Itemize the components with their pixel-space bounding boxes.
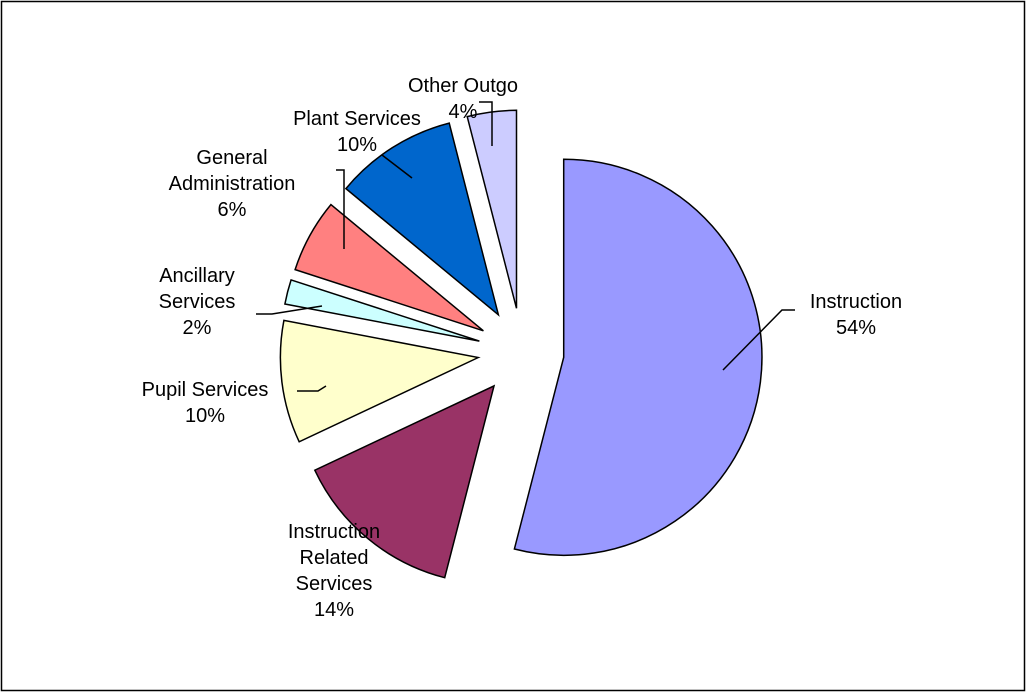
slice-label: Plant Services 10% [293, 108, 421, 156]
slice-label: Pupil Services 10% [142, 379, 269, 427]
slice-name-label: General [196, 147, 267, 169]
slice-name-label: Instruction [810, 291, 902, 313]
slice-name-label: Administration [169, 173, 296, 195]
pie-slices [279, 109, 763, 579]
slice-name-label: Related [300, 547, 369, 569]
slice-percent-label: 14% [314, 599, 354, 621]
slice-percent-label: 4% [449, 101, 478, 123]
slice-label: General Administration 6% [169, 147, 296, 221]
slice-percent-label: 10% [337, 134, 377, 156]
slice-name-label: Services [296, 573, 373, 595]
leader-line [256, 305, 323, 315]
slice-labels: Instruction 54% Instruction Related Services… [142, 75, 902, 621]
slice-percent-label: 10% [185, 405, 225, 427]
slice-label: Other Outgo 4% [408, 75, 518, 123]
slice-percent-label: 6% [218, 199, 247, 221]
pie-slice-instruction [513, 158, 763, 557]
slice-name-label: Other Outgo [408, 75, 518, 97]
leader-line [479, 101, 493, 146]
slice-label: Instruction 54% [810, 291, 902, 339]
slice-name-label: Instruction [288, 521, 380, 543]
pie-slice-general-administration [294, 203, 484, 332]
leader-line [722, 309, 795, 371]
leader-line [336, 169, 345, 249]
pie-slice-ancillary-services [284, 278, 480, 342]
slice-name-label: Services [159, 291, 236, 313]
leader-line [381, 154, 413, 179]
slice-name-label: Plant Services [293, 108, 421, 130]
slice-percent-label: 54% [836, 317, 876, 339]
pie-slice-pupil-services [279, 319, 481, 443]
slice-label: Ancillary Services 2% [159, 265, 236, 339]
slice-name-label: Pupil Services [142, 379, 269, 401]
pie-slice-instruction-related-services [313, 384, 496, 579]
slice-percent-label: 2% [183, 317, 212, 339]
slice-label: Instruction Related Services 14% [288, 521, 380, 621]
leader-lines [256, 101, 795, 392]
leader-line [297, 385, 327, 392]
slice-name-label: Ancillary [159, 265, 235, 287]
pie-slice-plant-services [344, 122, 500, 317]
